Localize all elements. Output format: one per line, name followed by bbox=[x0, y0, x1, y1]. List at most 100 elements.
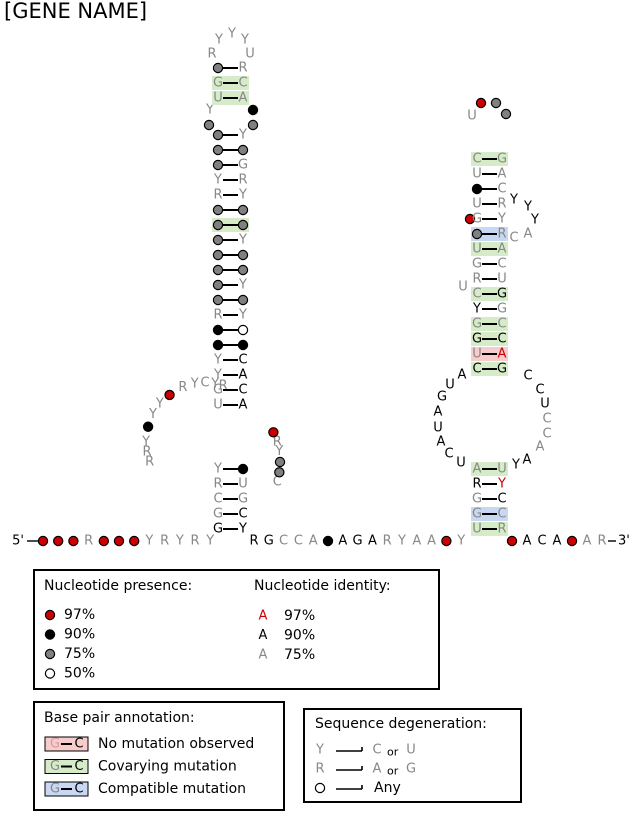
nucleotide: A bbox=[338, 534, 347, 549]
nucleotide-dot bbox=[247, 104, 259, 116]
nucleotide: Y bbox=[472, 302, 481, 317]
nucleotide: C bbox=[497, 317, 506, 332]
nucleotide: C bbox=[279, 534, 288, 549]
legend-basepair-left: G bbox=[50, 737, 60, 752]
legend-basepair-right: C bbox=[74, 759, 83, 774]
nucleotide: C bbox=[497, 182, 506, 197]
nucleotide: G bbox=[472, 212, 482, 227]
nucleotide-dot bbox=[212, 249, 224, 261]
nucleotide: R bbox=[213, 477, 222, 492]
nucleotide-dot bbox=[237, 249, 249, 261]
nucleotide-dot bbox=[506, 535, 518, 547]
nucleotide-dot bbox=[464, 213, 476, 225]
nucleotide-dot bbox=[212, 279, 224, 291]
nucleotide: A bbox=[583, 534, 592, 549]
legend-presence-title: Nucleotide presence: bbox=[44, 578, 192, 594]
nucleotide: C bbox=[542, 412, 551, 427]
nucleotide: C bbox=[497, 507, 506, 522]
nucleotide: Y bbox=[497, 212, 506, 227]
nucleotide: R bbox=[160, 534, 169, 549]
nucleotide-dot bbox=[322, 535, 334, 547]
nucleotide: Y bbox=[530, 213, 539, 228]
legend-degeneration-b: U bbox=[406, 743, 416, 758]
nucleotide: Y bbox=[227, 27, 236, 42]
five-prime-label: 5' bbox=[12, 534, 24, 549]
nucleotide: U bbox=[472, 242, 482, 257]
nucleotide-dot bbox=[500, 108, 512, 120]
nucleotide: Y bbox=[213, 173, 222, 188]
nucleotide: C bbox=[238, 76, 247, 91]
nucleotide-dot bbox=[237, 294, 249, 306]
nucleotide: Y bbox=[175, 534, 184, 549]
nucleotide: G bbox=[497, 302, 507, 317]
nucleotide-dot bbox=[44, 609, 56, 621]
nucleotide: A bbox=[437, 435, 446, 450]
nucleotide: Y bbox=[144, 534, 153, 549]
nucleotide: U bbox=[213, 91, 223, 106]
nucleotide: U bbox=[472, 197, 482, 212]
nucleotide-dot bbox=[37, 535, 49, 547]
nucleotide: Y bbox=[155, 397, 164, 412]
nucleotide: R bbox=[84, 534, 93, 549]
nucleotide: R bbox=[497, 227, 506, 242]
legend-degeneration-or: or bbox=[387, 746, 399, 759]
nucleotide-dot bbox=[44, 668, 56, 679]
nucleotide: Y bbox=[497, 477, 506, 492]
legend-degeneration-symbol: Y bbox=[315, 743, 324, 758]
nucleotide: A bbox=[536, 440, 545, 455]
nucleotide-dot bbox=[113, 535, 125, 547]
nucleotide: R bbox=[472, 272, 481, 287]
nucleotide: Y bbox=[511, 458, 520, 473]
nucleotide: G bbox=[437, 390, 447, 405]
legend-degeneration-any: Any bbox=[374, 780, 401, 796]
nucleotide: C bbox=[497, 492, 506, 507]
nucleotide: R bbox=[497, 197, 506, 212]
nucleotide: A bbox=[412, 534, 421, 549]
nucleotide: G bbox=[497, 287, 507, 302]
nucleotide: U bbox=[472, 167, 482, 182]
nucleotide-dot bbox=[68, 535, 79, 547]
legend-identity-label: 90% bbox=[284, 628, 315, 644]
legend-basepair-title: Base pair annotation: bbox=[44, 710, 195, 726]
structure: 5' R Y R Y R Y R G C C A A G A R Y A A Y A C A A R 3'G YG CC GR UYRRY… bbox=[12, 27, 630, 549]
nucleotide: G bbox=[472, 332, 482, 347]
nucleotide: A bbox=[523, 534, 532, 549]
nucleotide-dot bbox=[237, 219, 249, 231]
nucleotide-dot bbox=[212, 129, 224, 141]
nucleotide-dot bbox=[314, 782, 326, 794]
nucleotide: R bbox=[207, 47, 216, 62]
nucleotide-dot bbox=[164, 389, 175, 401]
nucleotide-dot bbox=[212, 62, 224, 74]
nucleotide: C bbox=[294, 534, 303, 549]
legend-basepair-label: Compatible mutation bbox=[98, 781, 246, 797]
legend-identity-label: 97% bbox=[284, 608, 315, 624]
nucleotide: U bbox=[238, 477, 248, 492]
legend-box-presence bbox=[33, 569, 440, 690]
nucleotide: Y bbox=[214, 33, 223, 48]
nucleotide: G bbox=[472, 507, 482, 522]
nucleotide: Y bbox=[509, 193, 518, 208]
nucleotide: C bbox=[238, 383, 247, 398]
nucleotide-dot bbox=[490, 97, 502, 109]
nucleotide: R bbox=[145, 455, 154, 470]
legend-box-degeneration bbox=[303, 708, 522, 803]
nucleotide: G bbox=[213, 522, 223, 537]
legend-basepair-left: G bbox=[50, 759, 60, 774]
nucleotide-dot bbox=[212, 144, 224, 156]
nucleotide: Y bbox=[213, 368, 222, 383]
nucleotide-dot bbox=[203, 119, 215, 131]
nucleotide: R bbox=[249, 534, 258, 549]
nucleotide: A bbox=[473, 462, 482, 477]
nucleotide: R bbox=[238, 173, 247, 188]
nucleotide: U bbox=[497, 272, 507, 287]
gene-title: [GENE NAME] bbox=[4, 0, 147, 23]
nucleotide: Y bbox=[190, 376, 199, 391]
nucleotide-dot bbox=[212, 219, 224, 231]
nucleotide: R bbox=[178, 380, 187, 395]
nucleotide: Y bbox=[148, 407, 157, 422]
nucleotide: A bbox=[458, 368, 467, 383]
nucleotide-dot bbox=[53, 535, 64, 547]
nucleotide: C bbox=[497, 257, 506, 272]
nucleotide: Y bbox=[141, 435, 150, 450]
nucleotide: A bbox=[239, 91, 248, 106]
